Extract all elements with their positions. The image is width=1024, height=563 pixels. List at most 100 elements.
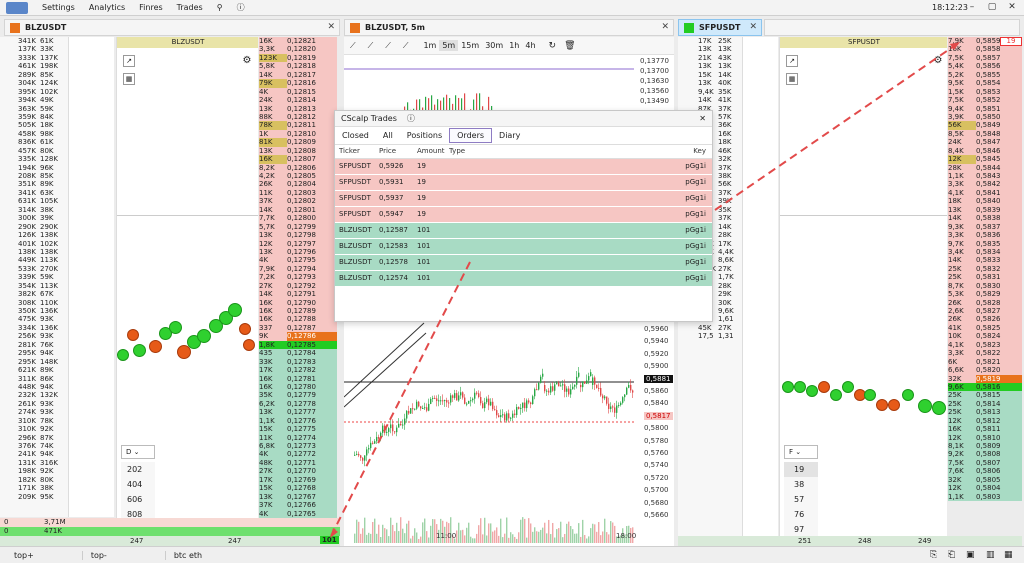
left-panel-color-square[interactable] bbox=[10, 22, 20, 33]
volume-cell: 25K bbox=[718, 37, 732, 45]
channel-tool-icon[interactable]: ⟋ bbox=[402, 40, 409, 50]
order-row[interactable]: SFPUSDT 0,5931 19 pGg1i bbox=[335, 174, 712, 191]
left-panel-close-icon[interactable]: ✕ bbox=[327, 22, 335, 32]
multiplier-option[interactable]: 76 bbox=[784, 507, 818, 522]
col-type[interactable]: Type bbox=[445, 145, 665, 159]
workspace-tab-top-plus[interactable]: top+ bbox=[14, 550, 34, 560]
multiplier-option[interactable]: 19 bbox=[784, 462, 818, 477]
timeframe-15m[interactable]: 15m bbox=[461, 41, 480, 50]
menu-trades[interactable]: Trades bbox=[176, 3, 203, 12]
multiplier-option[interactable]: 97 bbox=[784, 522, 818, 536]
order-key: pGg1i bbox=[665, 270, 712, 287]
ask-price-cell: 0,12803 bbox=[287, 188, 337, 198]
maximize-icon[interactable]: ▢ bbox=[987, 2, 997, 12]
help-icon[interactable]: ⓘ bbox=[406, 114, 415, 123]
chart-panel-close-icon[interactable]: ✕ bbox=[661, 22, 669, 32]
workspace-tab-btc-eth[interactable]: btc eth bbox=[164, 550, 210, 560]
order-row[interactable]: BLZUSDT 0,12578 101 pGg1i bbox=[335, 254, 712, 271]
order-row[interactable]: SFPUSDT 0,5937 19 pGg1i bbox=[335, 190, 712, 207]
col-ticker[interactable]: Ticker bbox=[335, 145, 375, 159]
order-row[interactable]: SFPUSDT 0,5926 19 pGg1i bbox=[335, 158, 712, 175]
order-row[interactable]: BLZUSDT 0,12574 101 pGg1i bbox=[335, 270, 712, 287]
right-panel-close-icon[interactable]: ✕ bbox=[749, 22, 757, 32]
right-panel-color-square[interactable] bbox=[684, 22, 694, 33]
ask-price-cell: 0,5846 bbox=[976, 146, 1022, 156]
volume-cell: 110K bbox=[40, 298, 58, 307]
trend-tool-icon[interactable]: ⟋ bbox=[385, 40, 391, 50]
tab-diary[interactable]: Diary bbox=[499, 131, 521, 140]
order-row[interactable]: BLZUSDT 0,12583 101 pGg1i bbox=[335, 238, 712, 255]
grid-icon[interactable]: ▦ bbox=[1004, 550, 1013, 560]
timeframe-1h[interactable]: 1h bbox=[509, 41, 520, 50]
volume-cell: 274K bbox=[18, 408, 36, 417]
timeframe-30m[interactable]: 30m bbox=[485, 41, 504, 50]
volume-cell: 93K bbox=[40, 332, 54, 341]
volume-cell: 80K bbox=[40, 146, 54, 155]
orders-table: Ticker Price Amount Type Key SFPUSDT 0,59… bbox=[335, 145, 712, 287]
trades-window-close-icon[interactable]: ✕ bbox=[699, 114, 706, 123]
volume-bar bbox=[406, 523, 408, 543]
multiplier-option[interactable]: 57 bbox=[784, 492, 818, 507]
pin-icon[interactable]: ⚲ bbox=[216, 3, 223, 12]
timeframe-4h[interactable]: 4h bbox=[525, 41, 536, 50]
order-row[interactable]: BLZUSDT 0,12587 101 pGg1i bbox=[335, 222, 712, 239]
menu-analytics[interactable]: Analytics bbox=[88, 3, 126, 12]
timeframe-1m[interactable]: 1m bbox=[423, 41, 437, 50]
left-chart-toggle-icon[interactable]: ↗ bbox=[123, 55, 135, 67]
volume-cell: 59K bbox=[40, 273, 54, 282]
volume-bar bbox=[632, 527, 634, 543]
order-row[interactable]: SFPUSDT 0,5947 19 pGg1i bbox=[335, 206, 712, 223]
ray-tool-icon[interactable]: ⟋ bbox=[367, 40, 374, 50]
volume-bar bbox=[508, 537, 510, 543]
tab-orders[interactable]: Orders bbox=[449, 128, 493, 143]
timeframe-5m[interactable]: 5m bbox=[439, 40, 459, 51]
col-amount[interactable]: Amount bbox=[413, 145, 445, 159]
price-axis-label: 0,5780 bbox=[644, 436, 669, 445]
left-multiplier-dropdown[interactable]: D ⌄ bbox=[121, 445, 155, 459]
multiplier-option[interactable]: 38 bbox=[784, 477, 818, 492]
export-icon[interactable]: ⎘ bbox=[930, 550, 938, 560]
bid-price-cell: 0,5807 bbox=[976, 458, 1022, 468]
trash-icon[interactable]: 🗑 bbox=[564, 40, 576, 51]
volume-cell: 621K bbox=[18, 366, 36, 375]
bid-price-cell: 0,12783 bbox=[287, 357, 337, 367]
right-multiplier-dropdown[interactable]: F ⌄ bbox=[784, 445, 818, 459]
right-calc-icon[interactable]: ▦ bbox=[786, 73, 798, 85]
help-icon[interactable]: ⓘ bbox=[236, 3, 245, 12]
volume-cell: 281K bbox=[18, 340, 36, 349]
split-icon[interactable]: ▥ bbox=[986, 550, 995, 560]
refresh-icon[interactable]: ↻ bbox=[548, 40, 557, 51]
bid-price-cell: 0,12774 bbox=[287, 433, 337, 442]
minimize-icon[interactable]: – bbox=[969, 2, 975, 12]
tab-positions[interactable]: Positions bbox=[406, 131, 443, 140]
layout-icon[interactable]: ▣ bbox=[966, 550, 975, 560]
menu-settings[interactable]: Settings bbox=[42, 3, 75, 12]
line-tool-icon[interactable]: ⟋ bbox=[350, 40, 356, 50]
order-key: pGg1i bbox=[665, 158, 712, 175]
multiplier-option[interactable]: 606 bbox=[121, 492, 155, 507]
candle-body bbox=[624, 394, 626, 398]
right-chart-toggle-icon[interactable]: ↗ bbox=[786, 55, 798, 67]
ask-price-cell: 0,12795 bbox=[287, 256, 337, 265]
tab-closed[interactable]: Closed bbox=[342, 131, 369, 140]
volume-cell: 209K bbox=[18, 492, 36, 501]
chart-panel-color-square[interactable] bbox=[350, 22, 360, 33]
volume-bar bbox=[382, 524, 384, 543]
left-calc-icon[interactable]: ▦ bbox=[123, 73, 135, 85]
tab-all[interactable]: All bbox=[382, 131, 393, 140]
workspace-tab-top-minus[interactable]: top- bbox=[81, 550, 115, 560]
bid-volume-cell: 12K bbox=[948, 433, 976, 442]
multiplier-option[interactable]: 404 bbox=[121, 477, 155, 492]
bid-volume-cell: 1,8K bbox=[259, 340, 287, 350]
col-price[interactable]: Price bbox=[375, 145, 413, 159]
candle-body bbox=[500, 415, 502, 418]
left-gear-icon[interactable]: ⚙ bbox=[242, 55, 252, 66]
multiplier-option[interactable]: 202 bbox=[121, 462, 155, 477]
col-key[interactable]: Key bbox=[665, 145, 712, 159]
import-icon[interactable]: ⎗ bbox=[948, 550, 956, 560]
candle-body bbox=[378, 437, 380, 439]
candle-body bbox=[568, 388, 570, 395]
menu-finres[interactable]: Finres bbox=[139, 3, 163, 12]
close-icon[interactable]: ✕ bbox=[1008, 2, 1016, 12]
right-gear-icon[interactable]: ⚙ bbox=[933, 55, 943, 66]
